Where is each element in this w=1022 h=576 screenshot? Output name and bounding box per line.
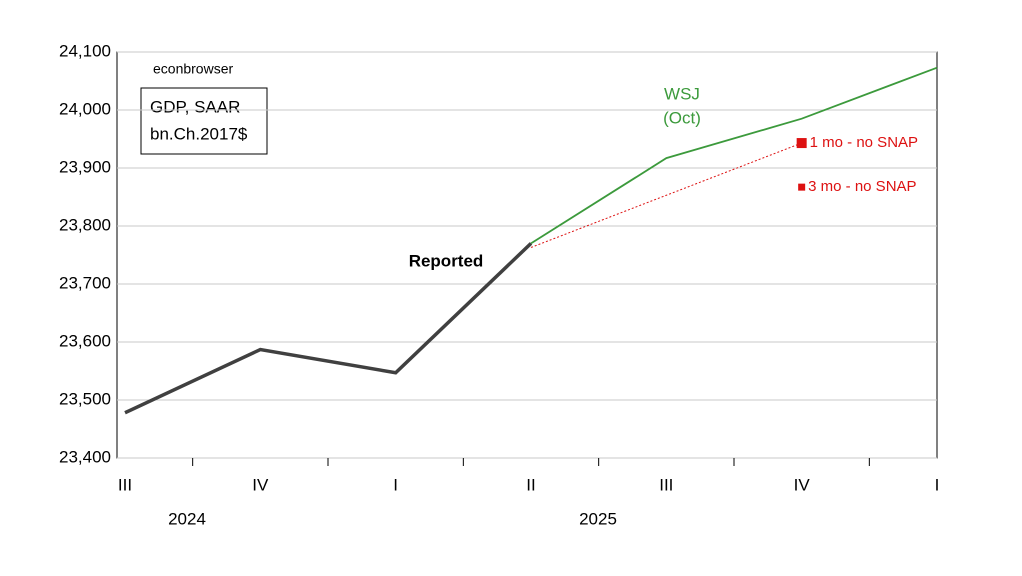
marker <box>796 138 807 149</box>
year-label: 2024 <box>168 509 206 528</box>
label-box <box>140 87 268 155</box>
y-tick-label: 24,000 <box>59 99 111 118</box>
units-label: GDP, SAAR <box>150 97 240 116</box>
x-tick-label: IV <box>794 475 811 494</box>
y-tick-label: 23,800 <box>59 215 111 234</box>
marker <box>798 183 806 191</box>
series-label: WSJ <box>664 84 700 103</box>
units-label: bn.Ch.2017$ <box>150 124 248 143</box>
series-label: 1 mo - no SNAP <box>810 134 918 151</box>
series-line <box>124 242 533 415</box>
y-tick-label: 23,600 <box>59 331 111 350</box>
x-tick-label: IV <box>252 475 269 494</box>
series-line <box>530 142 802 248</box>
watermark: econbrowser <box>153 61 233 77</box>
x-tick-label: II <box>526 475 535 494</box>
year-label: 2025 <box>579 509 617 528</box>
series-label: Reported <box>409 251 484 270</box>
series-line <box>530 66 938 245</box>
series-note: (Oct) <box>663 108 701 127</box>
x-tick-label: I <box>935 475 940 494</box>
y-tick-label: 23,500 <box>59 389 111 408</box>
x-tick-label: III <box>118 475 132 494</box>
y-tick-label: 24,100 <box>59 41 111 60</box>
x-tick-label: I <box>393 475 398 494</box>
y-tick-label: 23,900 <box>59 157 111 176</box>
x-tick-label: III <box>659 475 673 494</box>
y-tick-label: 23,400 <box>59 447 111 466</box>
series-label: 3 mo - no SNAP <box>808 178 916 195</box>
y-tick-label: 23,700 <box>59 273 111 292</box>
